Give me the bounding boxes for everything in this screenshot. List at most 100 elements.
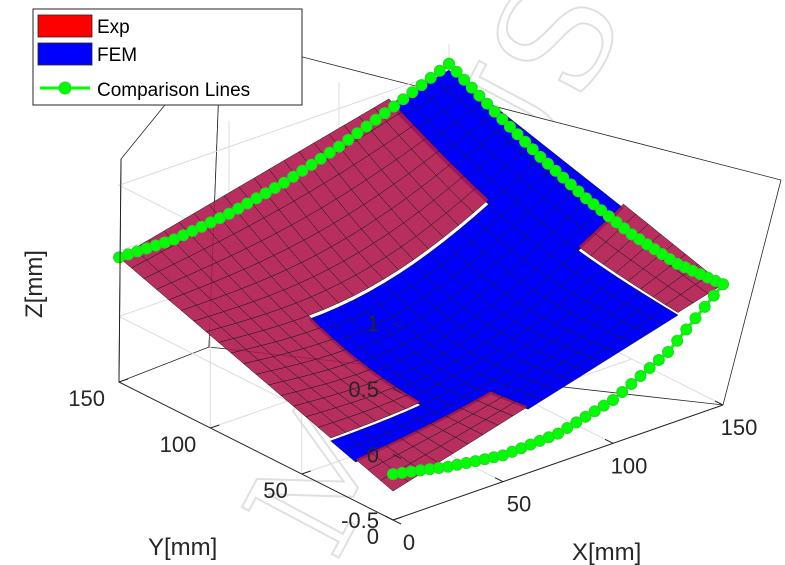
comparison-marker [511, 128, 524, 141]
z-tick-mark [392, 388, 402, 394]
comparison-marker [314, 152, 327, 165]
legend-marker-comparison [58, 81, 72, 95]
z-tick-mark [392, 322, 402, 328]
legend-swatch-fem [37, 42, 93, 66]
comparison-marker [287, 170, 300, 183]
comparison-marker [333, 140, 345, 153]
comparison-marker [503, 120, 516, 133]
comparison-marker [259, 187, 272, 200]
comparison-marker [534, 150, 547, 163]
comparison-marker [424, 71, 437, 84]
y-tick-mark [392, 516, 403, 521]
comparison-marker [689, 312, 702, 325]
z-tick-label: 1 [367, 311, 379, 336]
comparison-marker [488, 105, 501, 118]
comparison-marker [433, 64, 446, 77]
surfaces [118, 69, 724, 492]
comparison-marker [707, 289, 720, 302]
x-tick-mark [714, 400, 724, 406]
comparison-marker [458, 73, 471, 86]
z-tick-mark [392, 453, 402, 459]
comparison-marker [549, 164, 562, 177]
x-tick-mark [604, 438, 614, 444]
exp-surface-cell [317, 422, 347, 439]
comparison-marker [473, 89, 486, 102]
y-tick-label: 150 [68, 386, 105, 411]
comparison-marker [597, 399, 610, 412]
comparison-marker [241, 197, 254, 210]
comparison-marker [680, 323, 693, 336]
x-tick-label: 100 [611, 453, 648, 478]
comparison-marker [296, 164, 309, 177]
comparison-marker [378, 107, 391, 120]
legend-label-fem: FEM [97, 45, 137, 66]
comparison-marker [323, 146, 336, 159]
comparison-marker [519, 135, 532, 148]
comparison-marker [481, 97, 494, 110]
x-tick-mark [494, 477, 504, 483]
x-axis-label: X[mm] [572, 539, 641, 565]
comparison-marker [450, 65, 463, 78]
comparison-lines [113, 57, 729, 481]
legend-swatch-exp [37, 14, 93, 38]
comparison-marker [580, 192, 592, 205]
y-tick-mark [118, 378, 129, 383]
comparison-marker [250, 192, 263, 205]
comparison-marker [369, 113, 382, 126]
z-tick-label: 0 [367, 442, 379, 467]
comparison-marker [579, 410, 592, 423]
comparison-marker [572, 185, 585, 198]
comparison-marker [223, 207, 235, 220]
y-tick-mark [301, 470, 311, 475]
comparison-marker [561, 422, 574, 434]
y-tick-mark [210, 424, 220, 429]
comparison-marker [232, 202, 245, 215]
legend-label-comparison: Comparison Lines [97, 80, 250, 101]
comparison-marker [415, 79, 428, 92]
comparison-marker [443, 57, 455, 70]
z-axis-label: Z[mm] [21, 250, 48, 318]
comparison-marker [278, 176, 290, 189]
comparison-marker [588, 405, 601, 418]
comparison-marker [717, 278, 729, 291]
z-tick-label: 0.5 [348, 377, 379, 402]
comparison-marker [570, 416, 583, 429]
comparison-marker [625, 378, 638, 390]
comparison-marker [496, 113, 509, 126]
comparison-marker [643, 362, 656, 374]
z-tick-mark [392, 519, 402, 525]
comparison-marker [557, 171, 570, 184]
x-tick-label: 150 [721, 415, 758, 440]
comparison-marker [634, 370, 647, 382]
comparison-marker [342, 133, 355, 146]
exp-surface-cell [665, 294, 694, 313]
y-axis-label: Y[mm] [148, 534, 217, 561]
x-tick-mark [384, 515, 394, 521]
x-axis-line [392, 404, 724, 521]
comparison-marker [360, 120, 373, 133]
x-tick-label: 0 [403, 530, 415, 555]
legend-label-exp: Exp [97, 17, 130, 38]
comparison-marker [671, 334, 684, 347]
z-axis-line [118, 158, 122, 383]
y-tick-label: 0 [367, 524, 379, 549]
y-tick-label: 100 [160, 432, 197, 457]
comparison-marker [305, 158, 318, 171]
comparison-marker [662, 346, 674, 358]
comparison-marker [388, 100, 400, 113]
y-axis-line [118, 381, 394, 521]
comparison-marker [616, 386, 629, 398]
y-tick-label: 50 [263, 478, 287, 503]
front-axes [118, 158, 724, 521]
comparison-marker [351, 127, 364, 140]
comparison-marker [541, 157, 554, 170]
comparison-marker [698, 300, 711, 313]
legend: Exp FEM Comparison Lines [32, 8, 303, 106]
z-tick-label: -0.5 [341, 508, 379, 533]
comparison-marker [652, 354, 665, 366]
comparison-marker [406, 86, 419, 99]
comparison-marker [564, 178, 577, 191]
comparison-marker [397, 93, 410, 106]
